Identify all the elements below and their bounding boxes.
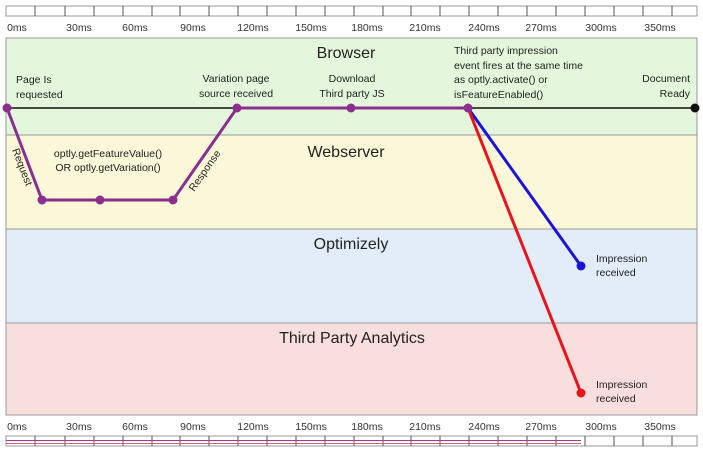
lane-webserver [5, 134, 698, 230]
top-ruler-tick-label: 150ms [295, 22, 327, 34]
page-requested-line-1: Page Is [16, 74, 52, 86]
node-server-start [37, 195, 47, 205]
download-js-line-1: Download [329, 73, 376, 85]
impression-fires-line-2: event fires at the same time [454, 60, 583, 72]
top-ruler-tick-label: 180ms [351, 22, 383, 34]
bottom-ruler-tick-label: 150ms [295, 421, 327, 433]
annotation-server-calls: optly.getFeatureValue() OR optly.getVari… [54, 148, 162, 174]
top-ruler-tick-label: 60ms [122, 22, 148, 34]
annotation-document-ready: Document Ready [642, 73, 691, 100]
node-impression-optimizely [576, 261, 586, 271]
lane-optimizely [5, 228, 698, 324]
server-calls-line-2: OR optly.getVariation() [55, 162, 160, 174]
bottom-ruler-tick-label: 210ms [409, 421, 441, 433]
bottom-ruler-tick-label: 350ms [644, 421, 676, 433]
lane-title-optimizely: Optimizely [314, 236, 389, 253]
node-variation-received [232, 103, 242, 113]
bottom-ruler-tick-label: 60ms [122, 421, 148, 433]
lane-analytics [5, 322, 698, 416]
bottom-ruler-tick-label: 240ms [468, 421, 500, 433]
impression-fires-line-4: isFeatureEnabled() [454, 89, 543, 101]
bottom-ruler-tick-label: 90ms [180, 421, 206, 433]
impression-analytics-line-1: Impression [596, 379, 648, 391]
bottom-ruler-tick-label: 30ms [66, 421, 92, 433]
top-ruler-tick-label: 210ms [409, 22, 441, 34]
document-ready-line-2: Ready [660, 88, 691, 100]
download-js-line-2: Third party JS [319, 88, 384, 100]
document-ready-line-1: Document [642, 73, 690, 85]
impression-line-analytics [466, 107, 583, 394]
lane-title-analytics: Third Party Analytics [279, 330, 425, 347]
impression-analytics-line-2: received [596, 393, 636, 405]
bottom-ruler-tick-label: 300ms [585, 421, 617, 433]
lane-title-browser: Browser [317, 45, 376, 62]
impression-fires-line-3: as optly.activate() or [454, 74, 548, 86]
impression-optimizely-line-1: Impression [596, 253, 648, 265]
variation-received-line-1: Variation page [203, 73, 270, 85]
top-ruler-tick-label: 120ms [237, 22, 269, 34]
lane-browser [5, 37, 698, 136]
annotation-download-js: Download Third party JS [319, 73, 384, 100]
swimlanes: Browser Webserver Optimizely Third Party… [5, 37, 698, 416]
node-download-js [346, 103, 356, 113]
bottom-ruler: 0ms 30ms 60ms 90ms 120ms 150ms 180ms 210ms 240ms… [5, 421, 698, 447]
bottom-ruler-tick-label: 0ms [7, 421, 27, 433]
page-requested-line-2: requested [16, 89, 63, 101]
impression-line-optimizely [466, 107, 583, 267]
impression-fires-line-1: Third party impression [454, 45, 558, 57]
top-ruler: 0ms 30ms 60ms 90ms 120ms 150ms 180ms 210ms 240ms… [5, 5, 698, 34]
node-impression-analytics [576, 388, 586, 398]
bottom-ruler-tick-label: 270ms [525, 421, 557, 433]
annotation-impression-analytics: Impression received [596, 379, 648, 405]
annotation-variation-received: Variation page source received [199, 73, 273, 100]
server-calls-line-1: optly.getFeatureValue() [54, 148, 162, 160]
annotation-page-requested: Page Is requested [16, 74, 63, 101]
top-ruler-tick-label: 240ms [468, 22, 500, 34]
node-document-ready [690, 103, 700, 113]
node-page-request [2, 103, 12, 113]
top-ruler-tick-label: 300ms [585, 22, 617, 34]
annotation-impression-fires: Third party impression event fires at th… [454, 45, 583, 101]
node-impression-fires [463, 103, 473, 113]
top-ruler-bar [5, 5, 698, 17]
top-ruler-tick-label: 30ms [66, 22, 92, 34]
node-server-call [95, 195, 105, 205]
lane-title-webserver: Webserver [307, 144, 385, 161]
request-flow-line [5, 106, 468, 202]
top-ruler-tick-label: 90ms [180, 22, 206, 34]
annotation-impression-optimizely: Impression received [596, 253, 648, 279]
impression-optimizely-line-2: received [596, 267, 636, 279]
top-ruler-tick-label: 0ms [7, 22, 27, 34]
bottom-ruler-tick-label: 180ms [351, 421, 383, 433]
top-ruler-tick-label: 350ms [644, 22, 676, 34]
bottom-ruler-tick-label: 120ms [237, 421, 269, 433]
node-server-end [168, 195, 178, 205]
top-ruler-tick-label: 270ms [525, 22, 557, 34]
variation-received-line-2: source received [199, 88, 273, 100]
